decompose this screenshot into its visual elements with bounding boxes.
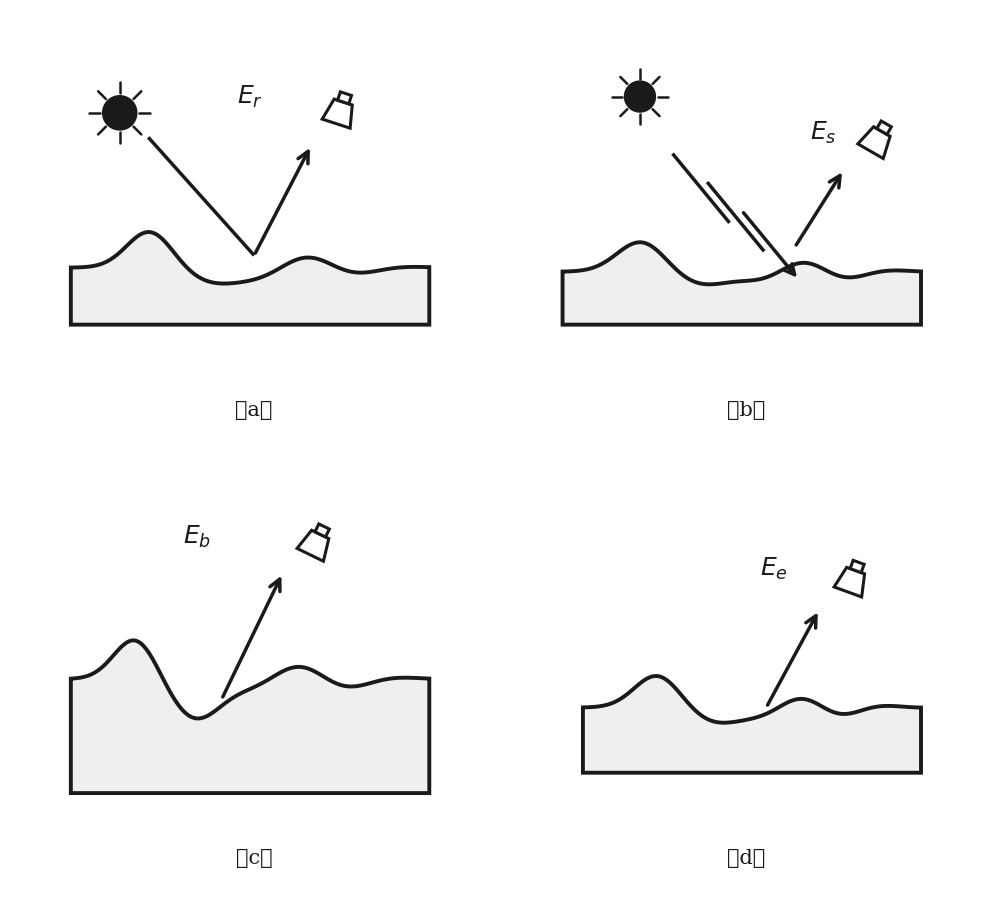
Polygon shape [71, 641, 429, 794]
Text: （d）: （d） [727, 849, 765, 868]
Text: $E_r$: $E_r$ [237, 84, 263, 109]
Polygon shape [834, 567, 865, 597]
Polygon shape [71, 232, 429, 325]
Polygon shape [877, 121, 891, 135]
Polygon shape [850, 561, 864, 572]
Text: $E_s$: $E_s$ [810, 120, 837, 147]
Text: （c）: （c） [236, 849, 272, 868]
Polygon shape [322, 99, 352, 128]
Polygon shape [858, 126, 890, 158]
Text: $E_b$: $E_b$ [183, 523, 211, 550]
Polygon shape [583, 676, 921, 773]
Polygon shape [338, 92, 351, 104]
Polygon shape [563, 242, 921, 325]
Circle shape [103, 96, 137, 130]
Text: $E_e$: $E_e$ [760, 556, 788, 582]
Polygon shape [315, 524, 329, 537]
Text: （a）: （a） [235, 400, 273, 420]
Polygon shape [297, 531, 329, 561]
Circle shape [624, 81, 655, 112]
Text: （b）: （b） [727, 400, 765, 420]
